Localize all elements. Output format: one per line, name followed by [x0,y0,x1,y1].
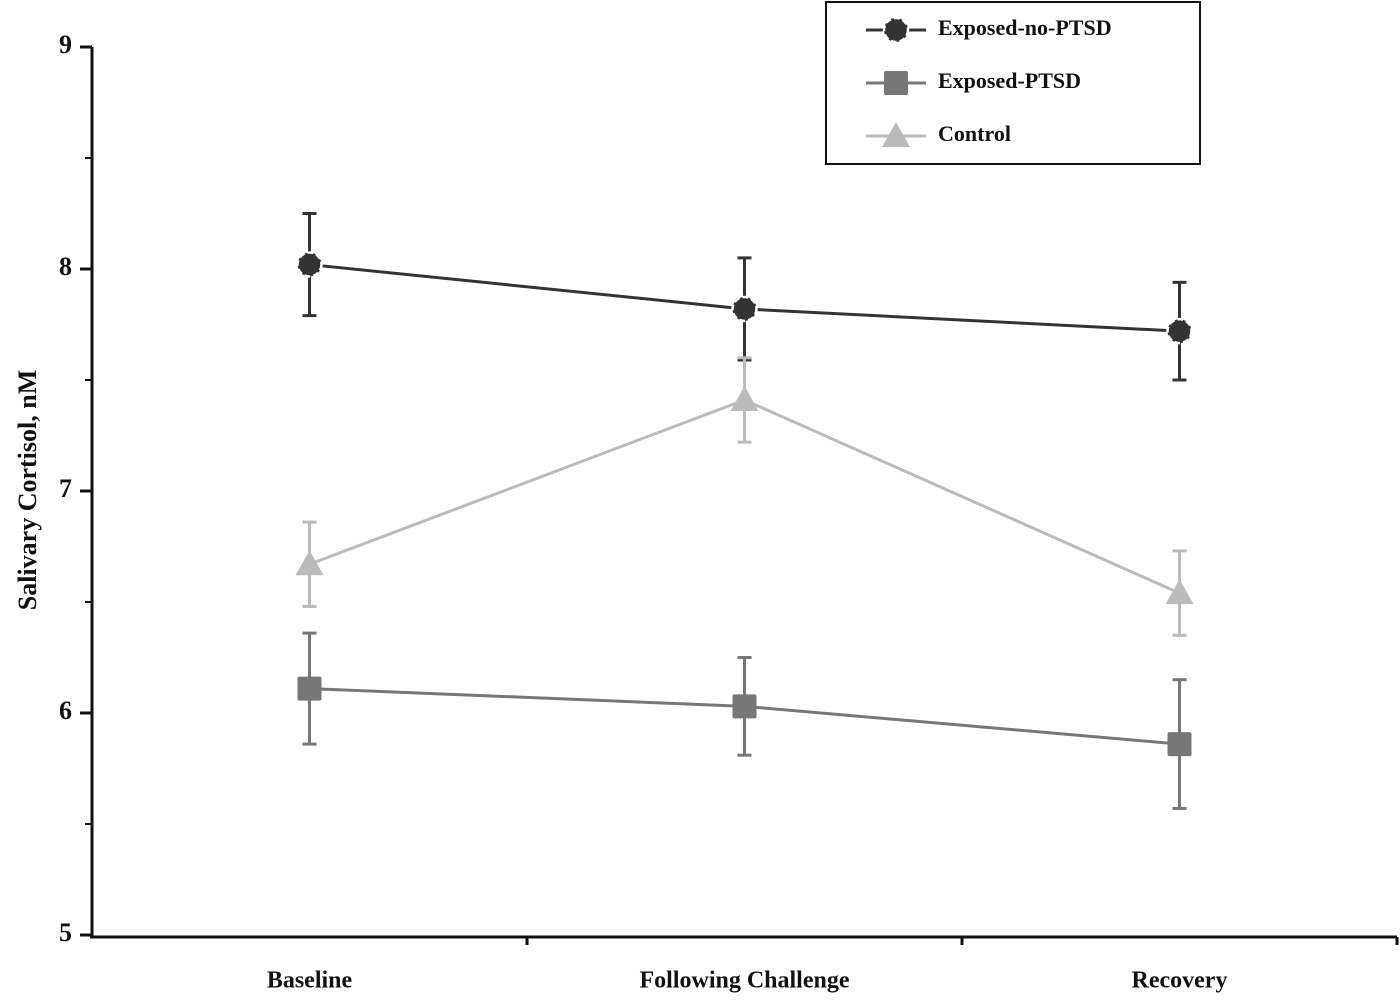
point [730,385,759,411]
y-axis-label: Salivary Cortisol, nM [13,370,42,611]
y-tick-label: 9 [59,30,72,59]
point [1167,732,1192,757]
point [1165,579,1194,605]
series [297,631,1192,810]
point [731,295,758,323]
point [297,676,322,701]
y-tick-label: 6 [59,696,72,725]
point [295,550,324,576]
y-tick-label: 7 [59,474,72,503]
x-tick-label: Baseline [267,968,353,994]
point [732,694,757,719]
legend-marker [882,122,910,147]
series [295,356,1194,637]
legend-label: Exposed-no-PTSD [938,15,1112,40]
x-tick-label: Recovery [1132,968,1228,994]
series [296,212,1193,382]
point [1166,317,1193,345]
legend-label: Control [938,121,1011,146]
y-tick-label: 8 [59,252,72,281]
x-tick-label: Following Challenge [639,968,849,994]
y-tick-label: 5 [59,918,72,947]
legend-label: Exposed-PTSD [938,68,1081,93]
legend-marker [882,16,910,44]
point [296,251,323,278]
legend-marker [884,71,908,95]
